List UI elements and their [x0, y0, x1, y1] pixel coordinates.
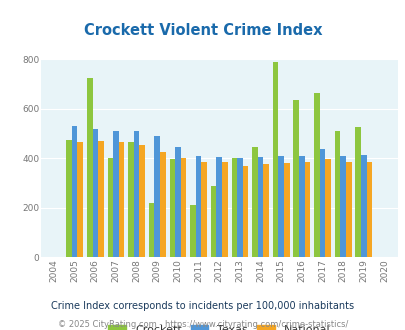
- Bar: [66, 140, 72, 257]
- Bar: [272, 62, 278, 257]
- Bar: [313, 93, 319, 257]
- Bar: [278, 156, 283, 257]
- Bar: [180, 158, 186, 257]
- Bar: [304, 162, 309, 257]
- Bar: [319, 149, 324, 257]
- Bar: [366, 162, 371, 257]
- Bar: [222, 162, 227, 257]
- Text: Crockett Violent Crime Index: Crockett Violent Crime Index: [83, 23, 322, 38]
- Legend: Crockett, Texas, National: Crockett, Texas, National: [106, 322, 332, 330]
- Bar: [149, 203, 154, 257]
- Bar: [113, 131, 119, 257]
- Bar: [98, 141, 103, 257]
- Bar: [134, 131, 139, 257]
- Bar: [87, 78, 92, 257]
- Bar: [242, 166, 247, 257]
- Bar: [195, 156, 201, 257]
- Bar: [77, 142, 83, 257]
- Bar: [252, 147, 257, 257]
- Bar: [72, 126, 77, 257]
- Bar: [169, 159, 175, 257]
- Bar: [354, 127, 360, 257]
- Bar: [92, 129, 98, 257]
- Bar: [257, 157, 263, 257]
- Bar: [128, 142, 134, 257]
- Bar: [216, 157, 222, 257]
- Bar: [107, 158, 113, 257]
- Bar: [334, 131, 339, 257]
- Text: © 2025 CityRating.com - https://www.cityrating.com/crime-statistics/: © 2025 CityRating.com - https://www.city…: [58, 319, 347, 329]
- Bar: [175, 147, 180, 257]
- Bar: [339, 156, 345, 257]
- Bar: [160, 152, 165, 257]
- Bar: [190, 205, 195, 257]
- Bar: [345, 162, 351, 257]
- Bar: [119, 142, 124, 257]
- Bar: [298, 156, 304, 257]
- Bar: [231, 158, 237, 257]
- Bar: [283, 163, 289, 257]
- Bar: [263, 164, 268, 257]
- Text: Crime Index corresponds to incidents per 100,000 inhabitants: Crime Index corresponds to incidents per…: [51, 301, 354, 311]
- Bar: [201, 162, 207, 257]
- Bar: [154, 136, 160, 257]
- Bar: [210, 185, 216, 257]
- Bar: [360, 155, 366, 257]
- Bar: [293, 100, 298, 257]
- Bar: [324, 159, 330, 257]
- Bar: [237, 158, 242, 257]
- Bar: [139, 145, 145, 257]
